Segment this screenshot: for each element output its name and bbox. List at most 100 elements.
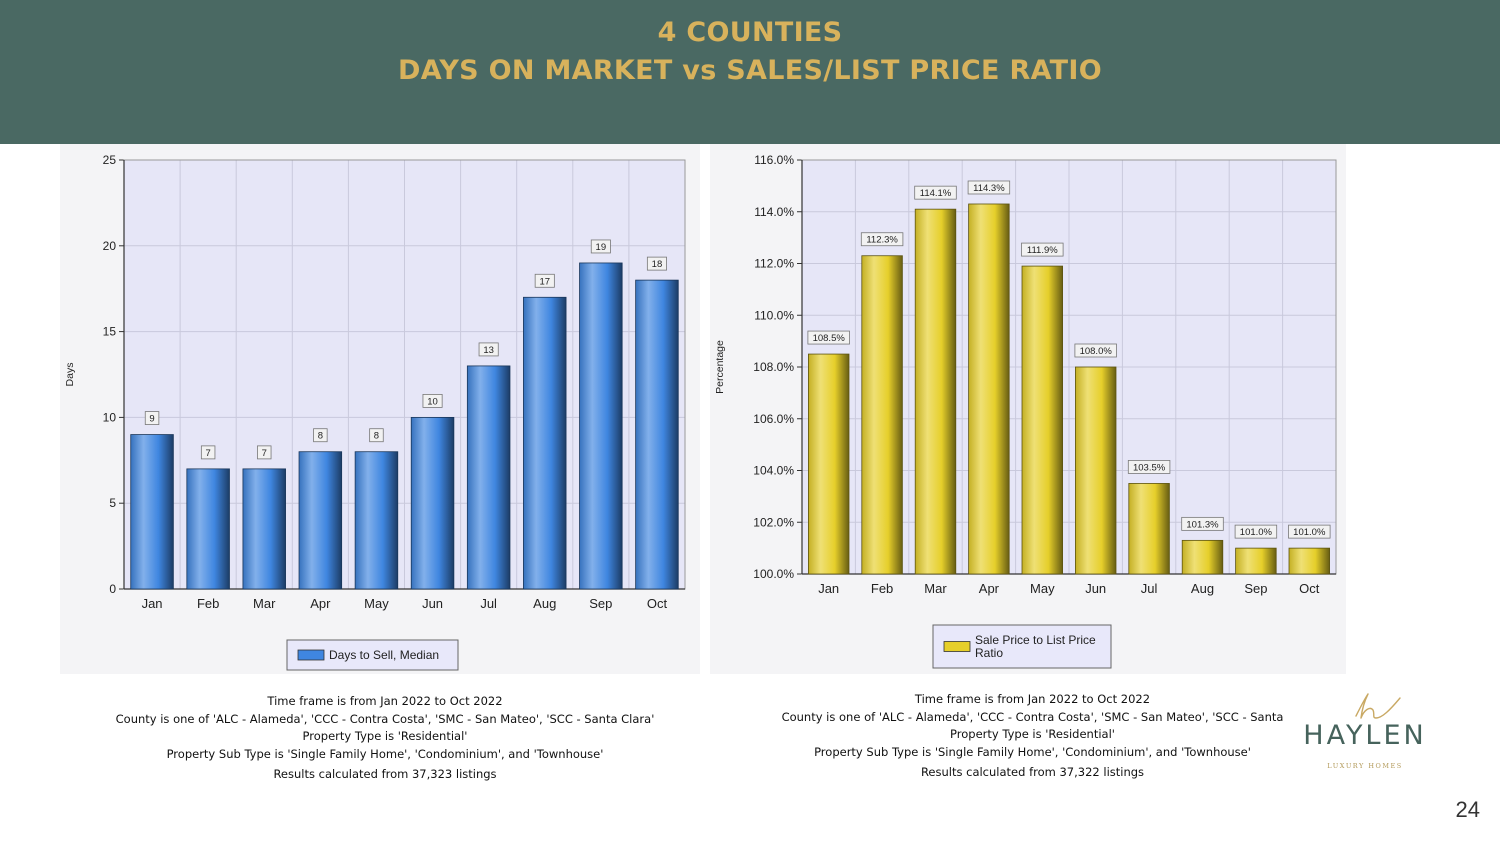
data-label: 103.5% bbox=[1133, 462, 1166, 473]
data-label-box bbox=[257, 445, 272, 460]
x-tick-label: Oct bbox=[647, 596, 668, 611]
sale-list-ratio-chart: 100.0% 102.0% 104.0% 106.0% 108.0% 110.0% 112.… bbox=[714, 153, 1337, 669]
caption-line: County is one of 'ALC - Alameda', 'CCC -… bbox=[115, 711, 655, 726]
data-label-box bbox=[807, 330, 850, 345]
x-tick-label: May bbox=[364, 596, 389, 611]
data-label-box bbox=[914, 185, 957, 200]
data-label: 18 bbox=[652, 259, 663, 270]
sale-list-ratio-chart-panel: 100.0% 102.0% 104.0% 106.0% 108.0% 110.0% 112.… bbox=[710, 144, 1346, 674]
data-label: 8 bbox=[374, 431, 379, 442]
caption-line: Time frame is from Jan 2022 to Oct 2022 bbox=[914, 692, 1151, 706]
bar bbox=[1181, 539, 1224, 575]
caption-line: Results calculated from 37,322 listings bbox=[920, 765, 1145, 779]
data-label-box bbox=[313, 428, 328, 443]
data-label-box bbox=[1074, 343, 1117, 358]
data-label-box bbox=[144, 411, 160, 425]
data-label-box bbox=[422, 393, 443, 408]
bar bbox=[523, 296, 567, 590]
data-label: 108.0% bbox=[1080, 346, 1113, 357]
x-tick-label: Jun bbox=[1085, 581, 1106, 596]
y-tick-label: 104.0% bbox=[753, 464, 794, 478]
data-label: 10 bbox=[427, 396, 438, 407]
y-tick-label: 106.0% bbox=[753, 412, 794, 426]
legend-swatch bbox=[943, 641, 971, 652]
bar bbox=[1021, 265, 1063, 575]
data-label: 101.3% bbox=[1186, 519, 1219, 530]
data-label: 17 bbox=[539, 276, 550, 287]
title-line-1: 4 COUNTIES bbox=[657, 17, 843, 48]
data-label: 101.0% bbox=[1293, 527, 1326, 538]
x-tick-label: Apr bbox=[979, 581, 1000, 596]
legend-swatch bbox=[297, 649, 325, 661]
x-tick-label: Jul bbox=[480, 596, 497, 611]
y-tick-label: 0 bbox=[109, 582, 116, 596]
data-label: 7 bbox=[206, 448, 211, 459]
data-label: 111.9% bbox=[1027, 245, 1058, 256]
y-tick-label: 110.0% bbox=[754, 308, 794, 322]
data-label-box bbox=[860, 232, 904, 247]
data-label-box bbox=[200, 445, 216, 460]
bar bbox=[186, 468, 230, 590]
x-tick-label: Aug bbox=[1191, 581, 1214, 596]
data-label-box bbox=[1127, 460, 1171, 474]
x-tick-label: Jan bbox=[142, 596, 163, 611]
bar bbox=[861, 255, 903, 575]
y-tick-label: 112.0% bbox=[754, 257, 794, 271]
bar bbox=[410, 416, 455, 590]
haylen-monogram-icon bbox=[1355, 693, 1401, 719]
data-label: 114.1% bbox=[920, 188, 952, 199]
x-tick-label: May bbox=[1030, 581, 1055, 596]
haylen-logo: HAYLEN LUXURY HOMES bbox=[1290, 688, 1440, 778]
data-label-box bbox=[646, 256, 667, 271]
data-label-box bbox=[1021, 242, 1064, 257]
data-label: 101.0% bbox=[1240, 527, 1273, 538]
x-tick-label: Aug bbox=[533, 596, 556, 611]
data-label-box bbox=[1288, 524, 1331, 539]
data-label: 9 bbox=[149, 414, 154, 425]
bar bbox=[1128, 483, 1170, 575]
y-tick-label: 25 bbox=[103, 153, 117, 167]
legend-label: Days to Sell, Median bbox=[329, 648, 439, 662]
logo-tagline: LUXURY HOMES bbox=[1327, 762, 1403, 770]
y-tick-label: 114.0% bbox=[754, 205, 794, 219]
x-tick-label: Oct bbox=[1299, 581, 1320, 596]
bar bbox=[130, 434, 174, 590]
title-line-2: DAYS ON MARKET vs SALES/LIST PRICE RATIO bbox=[398, 55, 1102, 86]
x-tick-label: Jul bbox=[1141, 581, 1158, 596]
y-tick-label: 108.0% bbox=[753, 360, 794, 374]
y-tick-label: 100.0% bbox=[753, 567, 794, 581]
caption-line: Property Type is 'Residential' bbox=[950, 727, 1115, 741]
data-label: 114.3% bbox=[973, 183, 1005, 194]
x-tick-label: Apr bbox=[310, 596, 331, 611]
header-banner: 4 COUNTIES DAYS ON MARKET vs SALES/LIST … bbox=[0, 0, 1500, 144]
days-to-sell-chart-panel: 0 5 10 15 20 25 9 Jan 7 Feb 7 Mar 8 Apr 8 May 10 Jun 13 Jul… bbox=[60, 144, 700, 674]
bar bbox=[242, 468, 286, 590]
data-label: 7 bbox=[262, 448, 267, 459]
right-chart-caption: Time frame is from Jan 2022 to Oct 2022 … bbox=[720, 691, 1345, 782]
page-number: 24 bbox=[1455, 797, 1480, 822]
data-label: 108.5% bbox=[813, 333, 846, 344]
data-label-box bbox=[1181, 516, 1224, 531]
data-label-box bbox=[590, 239, 611, 254]
y-axis-label: Days bbox=[64, 363, 76, 387]
bar bbox=[968, 203, 1010, 575]
x-tick-label: Sep bbox=[1244, 581, 1267, 596]
data-label: 13 bbox=[483, 345, 494, 356]
legend-label: Ratio bbox=[975, 646, 1003, 660]
bar bbox=[808, 353, 850, 575]
data-label-box bbox=[967, 180, 1011, 195]
x-tick-label: Mar bbox=[924, 581, 947, 596]
caption-line: County is one of 'ALC - Alameda', 'CCC -… bbox=[781, 709, 1284, 724]
y-tick-label: 102.0% bbox=[753, 515, 794, 529]
caption-line: Results calculated from 37,323 listings bbox=[273, 767, 497, 781]
caption-line: Property Type is 'Residential' bbox=[302, 729, 468, 743]
bar bbox=[298, 451, 343, 590]
y-tick-label: 20 bbox=[103, 239, 117, 253]
x-tick-label: Jun bbox=[422, 596, 443, 611]
data-label: 8 bbox=[318, 431, 323, 442]
x-tick-label: Feb bbox=[871, 581, 893, 596]
x-tick-label: Feb bbox=[197, 596, 219, 611]
y-tick-label: 10 bbox=[103, 410, 117, 424]
caption-line: Property Sub Type is 'Single Family Home… bbox=[166, 746, 604, 761]
data-label: 112.3% bbox=[866, 235, 898, 246]
